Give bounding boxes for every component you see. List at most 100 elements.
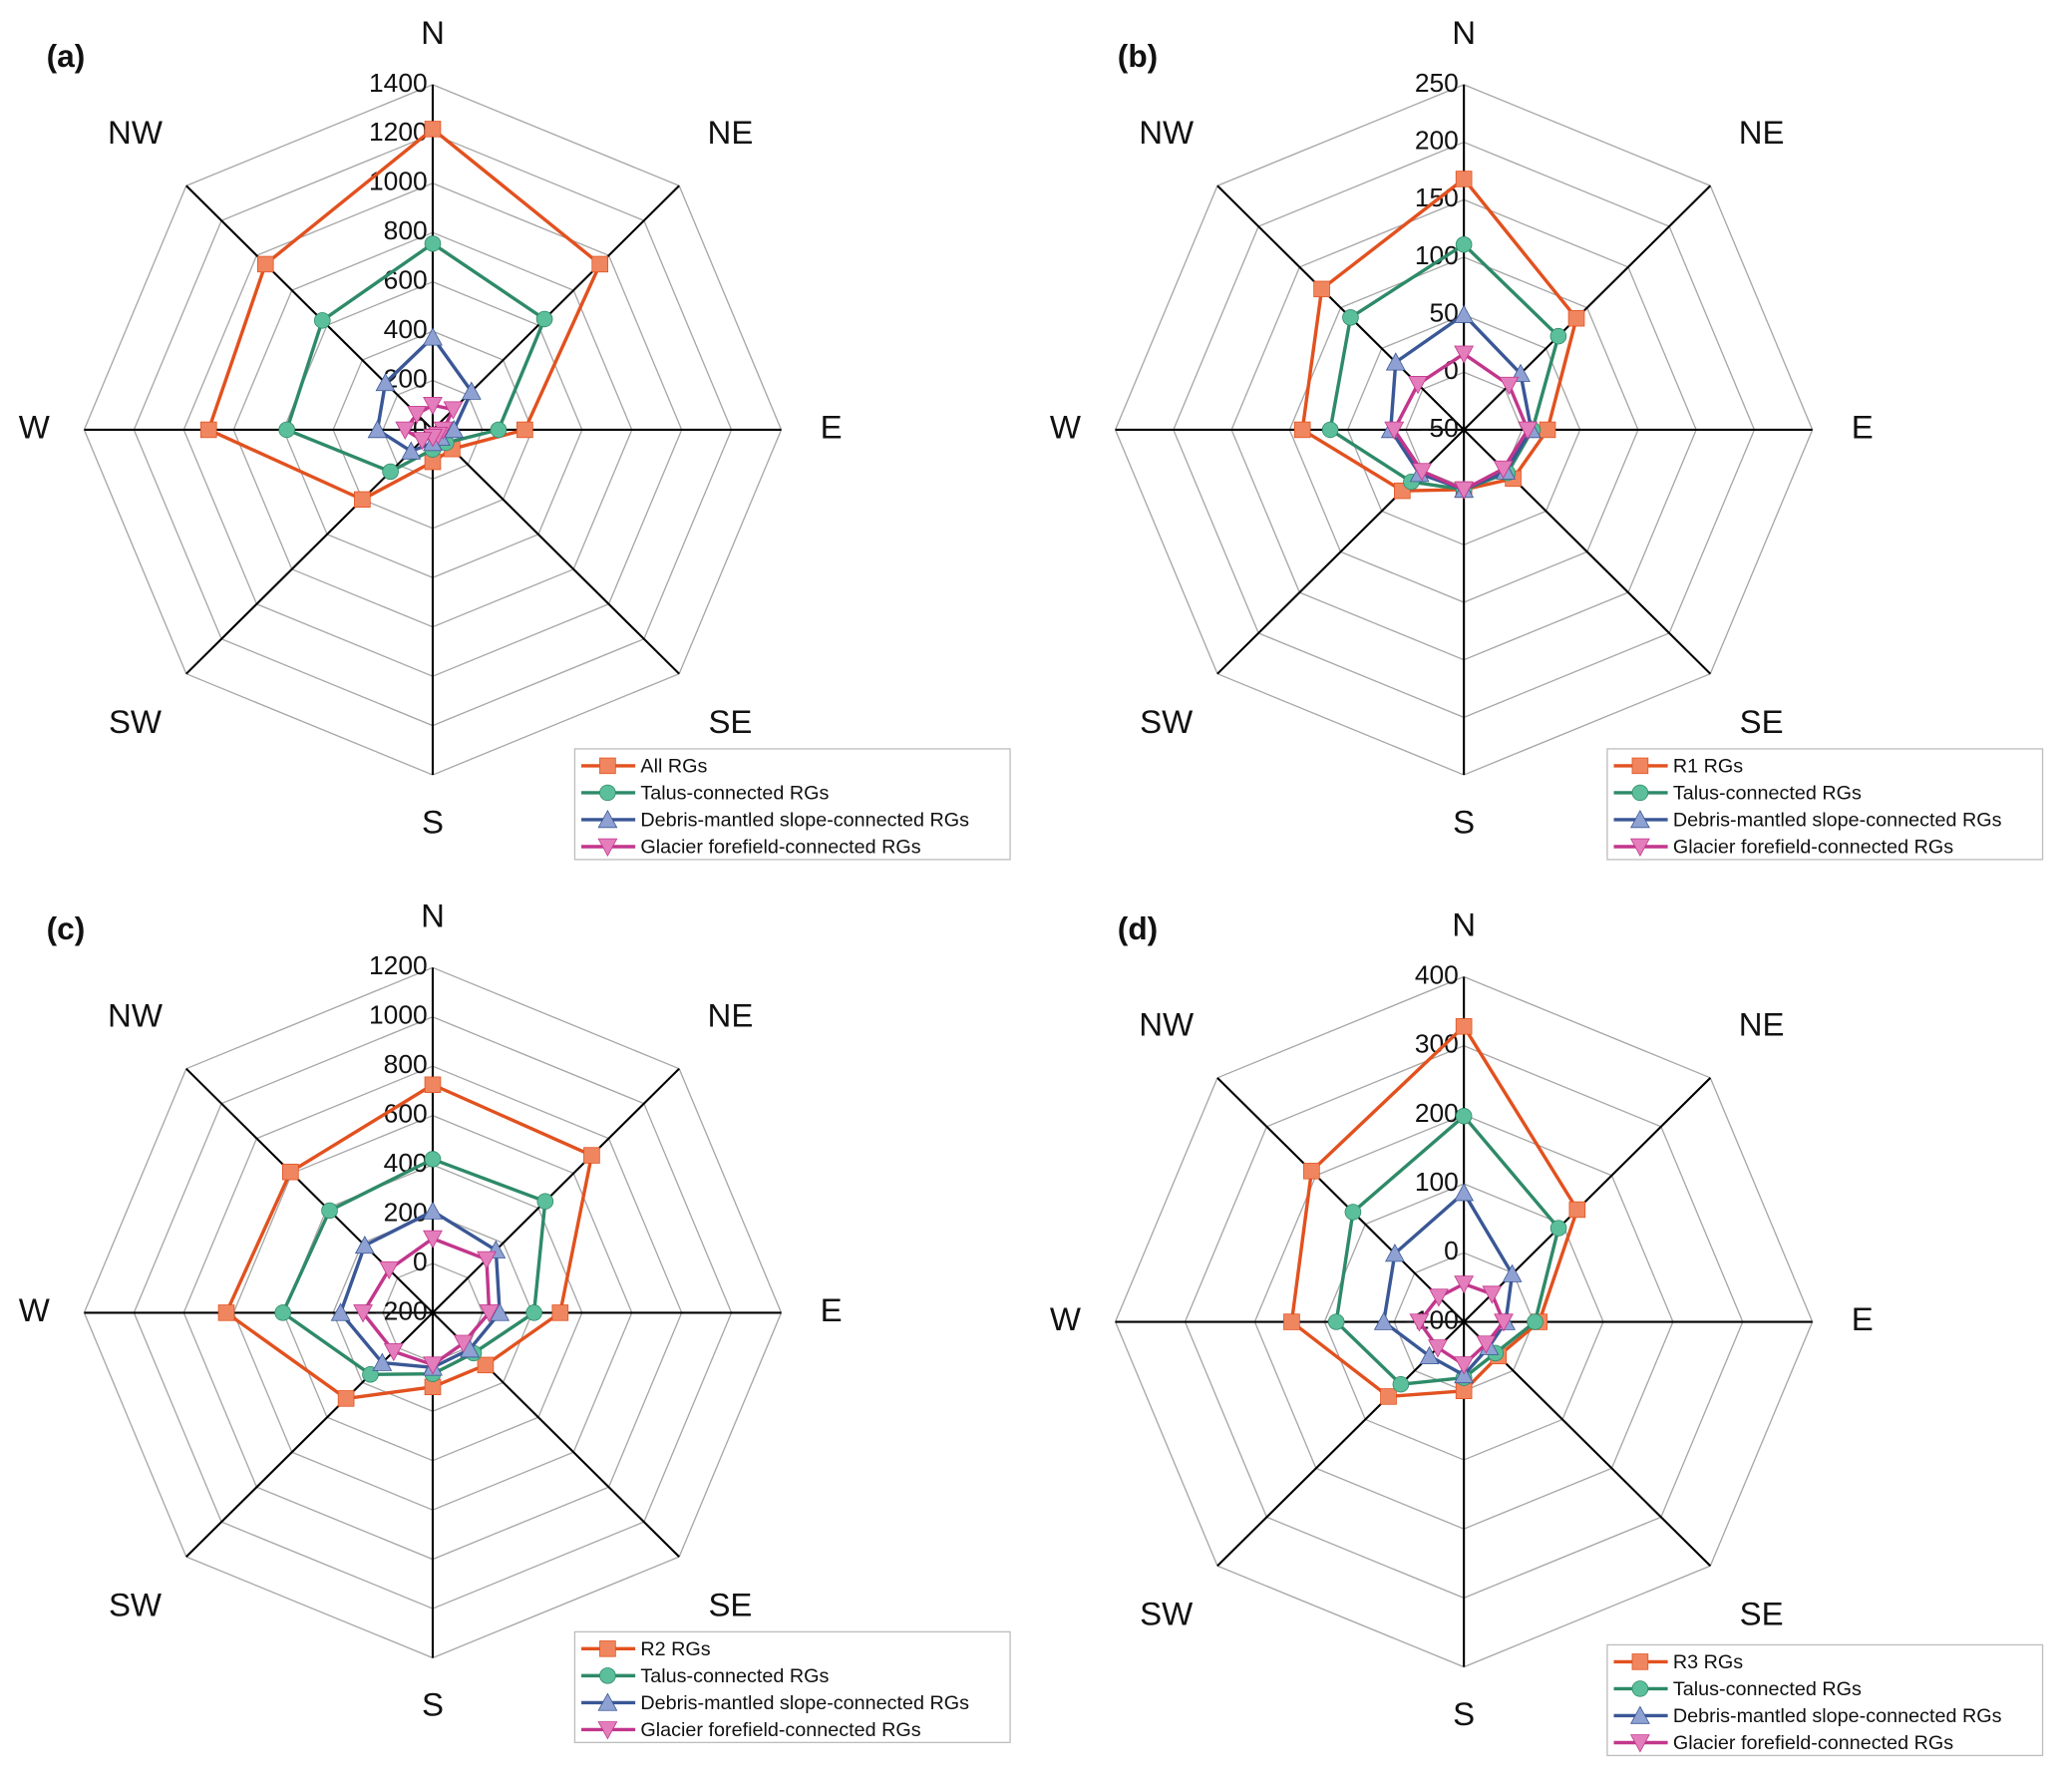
marker	[1428, 1339, 1448, 1358]
marker	[424, 235, 442, 252]
marker	[1455, 171, 1473, 187]
marker	[282, 1163, 299, 1181]
marker	[1342, 309, 1359, 326]
marker	[443, 401, 464, 420]
marker	[1454, 345, 1475, 364]
legend-box	[573, 1630, 1011, 1744]
direction-label: SW	[109, 703, 162, 740]
marker	[1539, 421, 1556, 439]
marker	[353, 1304, 373, 1323]
tick-label: 400	[1415, 959, 1459, 989]
marker	[1629, 810, 1650, 829]
marker	[424, 121, 442, 138]
marker	[597, 1692, 618, 1711]
marker	[1313, 280, 1330, 298]
direction-label: SW	[1140, 1596, 1193, 1632]
tick-label: 600	[384, 265, 428, 295]
marker	[424, 1076, 442, 1093]
marker	[383, 1342, 404, 1362]
marker	[461, 381, 482, 400]
marker	[597, 1721, 618, 1740]
marker	[423, 1356, 443, 1375]
direction-label: E	[821, 1291, 843, 1328]
marker	[535, 310, 553, 328]
marker	[278, 421, 295, 439]
marker	[1373, 1311, 1394, 1330]
marker	[217, 1304, 235, 1321]
direction-label: W	[19, 1291, 50, 1328]
marker	[444, 419, 465, 439]
marker	[375, 372, 396, 392]
marker	[1455, 236, 1473, 253]
marker	[525, 1304, 542, 1321]
legend-label: Talus-connected RGs	[640, 1665, 829, 1687]
marker	[453, 1334, 474, 1353]
radar-panel: NNEESESSWWNW0200400600800100012001400(a)…	[19, 14, 1011, 861]
direction-label: NW	[1139, 1006, 1194, 1043]
panel-label: (c)	[47, 910, 86, 946]
direction-label: S	[1453, 803, 1475, 840]
series-line	[1300, 177, 1578, 493]
direction-label: E	[1852, 409, 1874, 446]
marker	[1567, 309, 1585, 327]
radar-panel: NNEESESSWWNW-200020040060080010001200(c)…	[19, 896, 1011, 1744]
legend-label: R2 RGs	[640, 1638, 710, 1660]
panel-label: (d)	[1118, 910, 1158, 946]
marker	[1482, 1285, 1503, 1304]
marker	[1454, 304, 1475, 323]
marker	[1380, 1388, 1397, 1405]
legend-label: Talus-connected RGs	[640, 783, 829, 805]
marker	[1454, 1356, 1475, 1375]
marker	[313, 312, 331, 329]
axis-spoke	[432, 1067, 680, 1314]
direction-label: N	[1452, 906, 1476, 943]
marker	[599, 784, 616, 802]
panel-label: (b)	[1118, 38, 1158, 74]
marker	[1392, 1375, 1410, 1393]
axis-spoke	[1216, 1077, 1465, 1323]
tick-label: 200	[1415, 1098, 1459, 1128]
tick-label: -50	[1421, 413, 1459, 443]
tick-label: 0	[413, 1247, 428, 1276]
marker	[412, 432, 433, 451]
marker	[424, 1151, 442, 1168]
marker	[1631, 757, 1649, 775]
direction-label: N	[421, 14, 445, 51]
tick-label: 250	[1415, 68, 1459, 98]
marker	[477, 1356, 495, 1374]
marker	[1454, 1275, 1475, 1294]
tick-label: 100	[1415, 240, 1459, 270]
tick-label: 800	[384, 215, 428, 245]
marker	[597, 810, 618, 829]
marker	[337, 1390, 355, 1407]
legend-label: Glacier forefield-connected RGs	[1673, 837, 1953, 859]
direction-label: NE	[708, 114, 754, 151]
tick-label: 1400	[369, 68, 428, 98]
direction-label: SE	[708, 1587, 752, 1623]
marker	[1321, 421, 1339, 439]
direction-label: N	[1452, 14, 1476, 51]
marker	[1527, 1313, 1544, 1330]
legend-label: Debris-mantled slope-connected RGs	[1673, 1705, 2002, 1727]
marker	[372, 1352, 393, 1371]
marker	[401, 441, 422, 460]
marker	[1518, 421, 1539, 440]
tick-label: 0	[1444, 1236, 1459, 1265]
marker	[1419, 1345, 1440, 1365]
marker	[382, 463, 399, 481]
legend-box	[573, 748, 1011, 861]
axis-spoke	[1463, 1077, 1712, 1323]
marker	[591, 255, 609, 273]
axis-spoke	[1216, 184, 1465, 431]
tick-label: 100	[1415, 1167, 1459, 1197]
direction-label: SE	[1740, 1596, 1784, 1632]
direction-label: SE	[1740, 703, 1784, 740]
legend-label: R3 RGs	[1673, 1651, 1743, 1673]
marker	[1455, 1108, 1473, 1125]
legend-label: Glacier forefield-connected RGs	[640, 837, 920, 859]
marker	[274, 1304, 291, 1321]
marker	[1409, 1313, 1430, 1332]
tick-label: 800	[384, 1049, 428, 1079]
marker	[1429, 1288, 1449, 1307]
legend-label: Talus-connected RGs	[1673, 1678, 1862, 1700]
